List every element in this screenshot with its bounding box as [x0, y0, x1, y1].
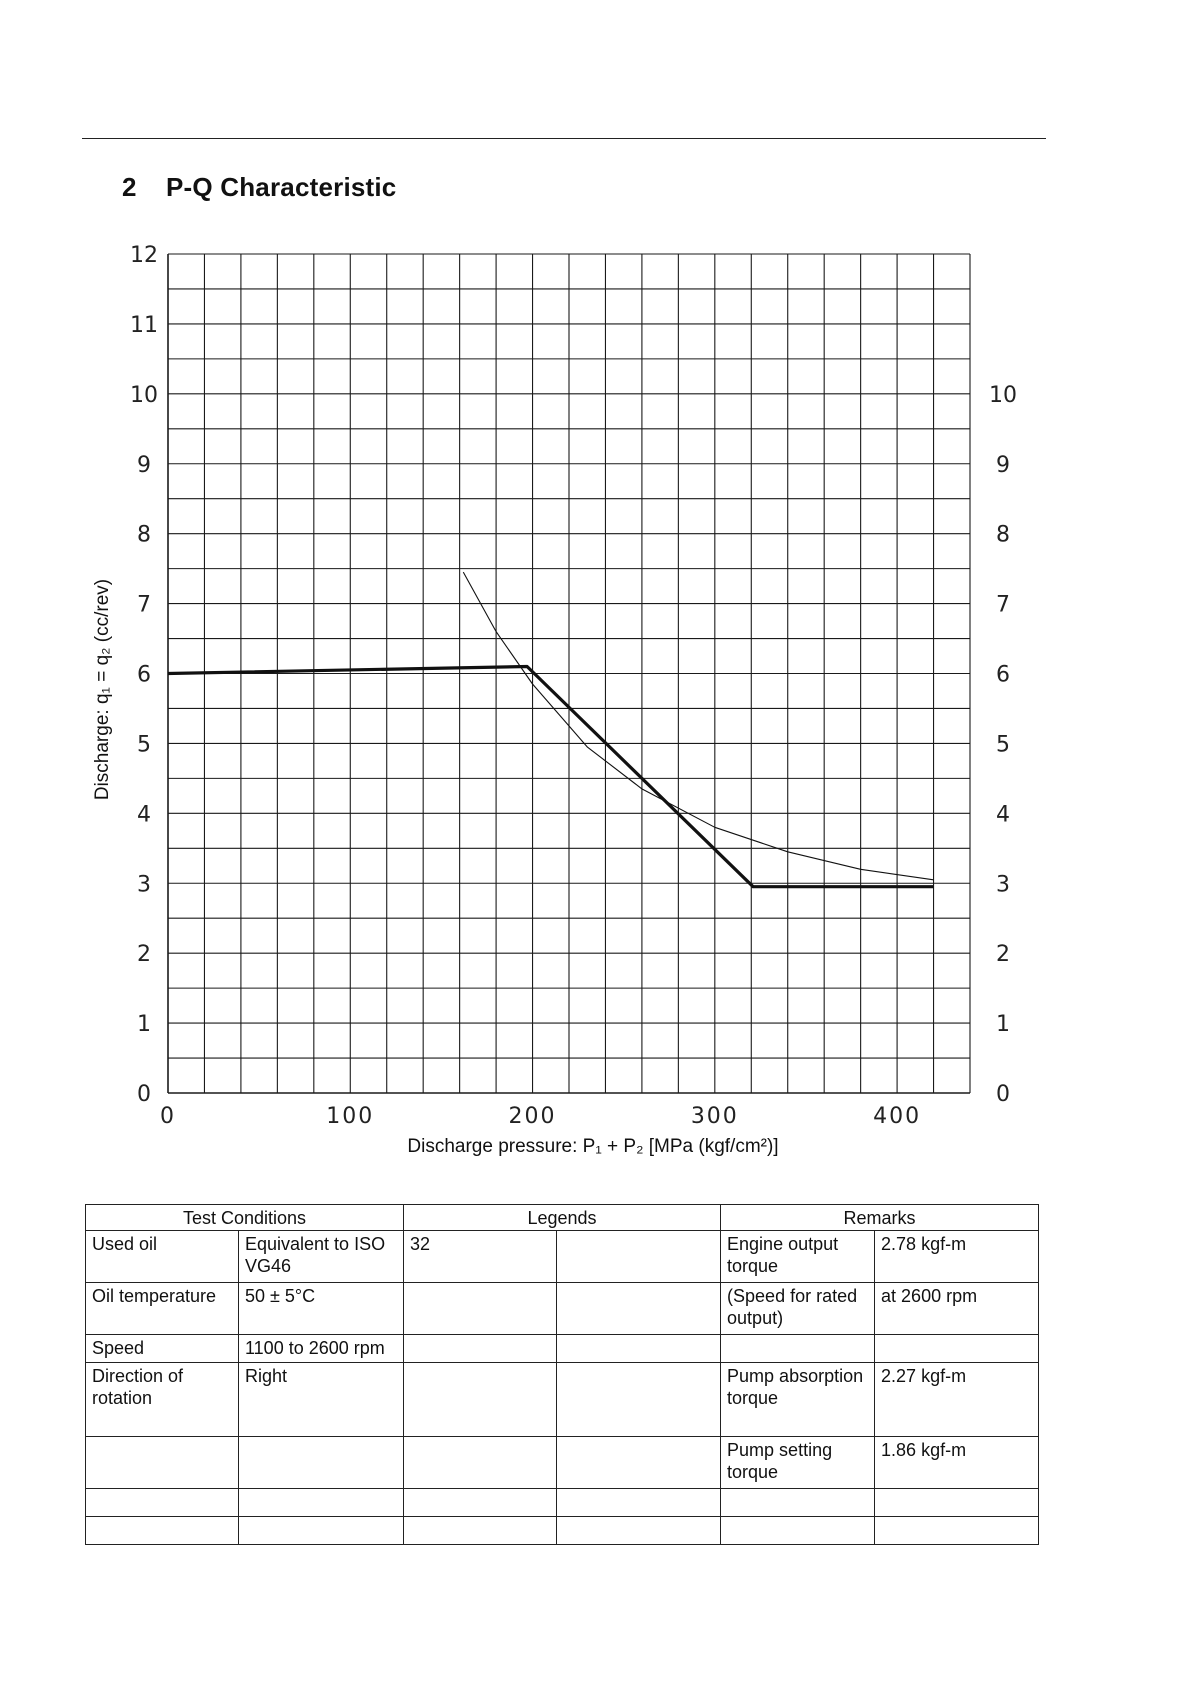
y-tick-label-right: 2: [996, 942, 1010, 967]
y-tick-label: 0: [137, 1082, 151, 1107]
table-cell: [403, 1488, 558, 1517]
table-cell: at 2600 rpm: [874, 1282, 1040, 1335]
table-cell: [237, 1516, 405, 1545]
table-row: [85, 1516, 1040, 1545]
table-cell: [403, 1282, 558, 1335]
header-legends: Legends: [403, 1204, 722, 1231]
table-cell: Used oil: [85, 1230, 239, 1283]
table-cell: (Speed for rated output): [720, 1282, 876, 1335]
table-cell: [556, 1436, 722, 1489]
table-cell: [556, 1488, 722, 1517]
table-cell: Direction of rotation: [85, 1362, 239, 1437]
table-cell: 32: [403, 1230, 558, 1283]
y-tick-label: 6: [137, 663, 151, 688]
y-tick-label: 2: [137, 942, 151, 967]
y-tick-label-right: 6: [996, 663, 1010, 688]
y-tick-label: 5: [137, 732, 151, 757]
table-cell: [85, 1436, 239, 1489]
table-cell: [85, 1488, 239, 1517]
header-remarks: Remarks: [720, 1204, 1040, 1231]
table-cell: [403, 1436, 558, 1489]
y-tick-label: 12: [130, 243, 158, 268]
table-cell: [403, 1362, 558, 1437]
table-row: Used oil Equivalent to ISO VG46 32 Engin…: [85, 1230, 1040, 1283]
table-row: Speed 1100 to 2600 rpm: [85, 1334, 1040, 1363]
y-tick-label: 7: [137, 593, 151, 618]
table-row: Oil temperature 50 ± 5°C (Speed for rate…: [85, 1282, 1040, 1335]
table-cell: Equivalent to ISO VG46: [237, 1230, 405, 1283]
table-cell: [403, 1516, 558, 1545]
table-cell: Engine output torque: [720, 1230, 876, 1283]
y-tick-label: 8: [137, 523, 151, 548]
y-tick-label-right: 3: [996, 872, 1010, 897]
y-tick-label: 11: [130, 313, 158, 338]
table-row: Pump setting torque 1.86 kgf-m: [85, 1436, 1040, 1489]
y-tick-label-right: 8: [996, 523, 1010, 548]
table-cell: [556, 1362, 722, 1437]
table-cell: [237, 1488, 405, 1517]
x-tick-labels: 0 100 200 300 400: [160, 1104, 921, 1129]
table-cell: 1100 to 2600 rpm: [237, 1334, 405, 1363]
y-axis-label: Discharge: q₁ = q₂ (cc/rev): [92, 579, 113, 800]
table-row: [85, 1488, 1040, 1517]
table-row: Direction of rotation Right Pump absorpt…: [85, 1362, 1040, 1437]
table-cell: [237, 1436, 405, 1489]
series-line-2: [462, 571, 934, 881]
table-cell: [720, 1488, 876, 1517]
table-cell: [556, 1334, 722, 1363]
y-tick-label-right: 10: [989, 383, 1017, 408]
y-tick-label: 4: [137, 802, 151, 827]
table-cell: 1.86 kgf-m: [874, 1436, 1040, 1489]
table-cell: [720, 1334, 876, 1363]
y-tick-label: 9: [137, 453, 151, 478]
table-cell: Oil temperature: [85, 1282, 239, 1335]
table-cell: 2.78 kgf-m: [874, 1230, 1040, 1283]
section-heading: 2 P-Q Characteristic: [122, 172, 396, 203]
top-rule: [82, 138, 1046, 139]
y-tick-label: 10: [130, 383, 158, 408]
series-line-1: [167, 664, 934, 889]
x-tick-label: 300: [691, 1104, 739, 1129]
section-title: P-Q Characteristic: [166, 172, 397, 202]
chart-series: [167, 571, 934, 889]
table-cell: [556, 1516, 722, 1545]
x-tick-label: 100: [326, 1104, 374, 1129]
table-cell: [874, 1488, 1040, 1517]
table-cell: [85, 1516, 239, 1545]
y-tick-labels-right: 0 1 2 3 4 5 6 7 8 9 10: [989, 383, 1017, 1107]
table-cell: [874, 1334, 1040, 1363]
test-conditions-table: Test Conditions Legends Remarks Used oil…: [84, 1204, 1040, 1545]
table-cell: Speed: [85, 1334, 239, 1363]
y-tick-label: 1: [137, 1012, 151, 1037]
y-tick-label-right: 9: [996, 453, 1010, 478]
chart-grid: [167, 253, 971, 1094]
table-cell: [403, 1334, 558, 1363]
table-cell: Right: [237, 1362, 405, 1437]
header-test-conditions: Test Conditions: [84, 1204, 405, 1231]
table-cell: Pump setting torque: [720, 1436, 876, 1489]
x-axis-label: Discharge pressure: P₁ + P₂ [MPa (kgf/cm…: [407, 1136, 779, 1157]
table-cell: [874, 1516, 1040, 1545]
y-tick-label-right: 4: [996, 802, 1010, 827]
table-cell: 2.27 kgf-m: [874, 1362, 1040, 1437]
x-tick-label: 0: [160, 1104, 176, 1129]
y-tick-label-right: 7: [996, 593, 1010, 618]
table-cell: Pump absorption torque: [720, 1362, 876, 1437]
table-cell: [556, 1230, 722, 1283]
y-tick-label-right: 1: [996, 1012, 1010, 1037]
table-cell: [556, 1282, 722, 1335]
y-tick-label: 3: [137, 872, 151, 897]
y-tick-label-right: 0: [996, 1082, 1010, 1107]
y-tick-label-right: 5: [996, 732, 1010, 757]
table-cell: 50 ± 5°C: [237, 1282, 405, 1335]
section-number: 2: [122, 172, 137, 202]
table-header-row: Test Conditions Legends Remarks: [84, 1204, 1040, 1231]
x-tick-label: 400: [873, 1104, 921, 1129]
table-cell: [720, 1516, 876, 1545]
x-tick-label: 200: [509, 1104, 557, 1129]
